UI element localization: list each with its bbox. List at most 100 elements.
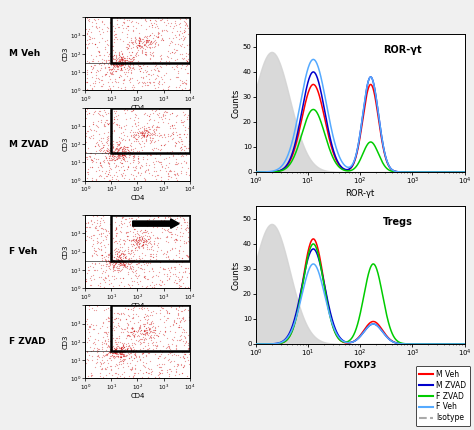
Point	[104, 305, 112, 312]
Point	[168, 49, 175, 56]
Point	[148, 135, 155, 141]
Point	[163, 314, 171, 321]
Point	[90, 64, 97, 71]
Point	[140, 229, 148, 236]
Point	[105, 50, 112, 57]
Point	[162, 285, 169, 292]
Point	[117, 267, 125, 274]
Point	[96, 370, 104, 377]
Point	[119, 55, 127, 62]
Point	[168, 28, 176, 35]
Point	[143, 233, 150, 240]
Point	[124, 57, 131, 64]
Point	[101, 43, 109, 50]
Point	[119, 129, 127, 136]
Point	[147, 138, 155, 145]
Point	[130, 226, 137, 233]
Point	[155, 130, 163, 137]
Point	[110, 155, 118, 162]
Point	[129, 241, 137, 248]
Point	[127, 265, 135, 272]
Point	[113, 353, 121, 360]
Point	[154, 341, 161, 348]
Point	[85, 110, 92, 117]
Point	[142, 132, 150, 139]
Point	[105, 343, 112, 350]
Point	[118, 148, 126, 155]
Point	[165, 172, 173, 179]
Point	[144, 316, 151, 323]
Point	[130, 130, 137, 137]
Point	[105, 65, 112, 72]
Point	[138, 129, 146, 135]
Point	[117, 72, 125, 79]
Point	[118, 213, 126, 220]
Point	[126, 65, 133, 72]
Point	[134, 42, 142, 49]
Point	[114, 362, 121, 369]
Point	[129, 229, 137, 236]
Point	[104, 120, 112, 127]
Point	[141, 226, 148, 233]
Point	[118, 256, 126, 263]
Point	[129, 128, 137, 135]
Point	[115, 144, 123, 151]
Point	[180, 314, 187, 321]
Point	[146, 75, 153, 82]
Point	[149, 52, 156, 59]
Point	[155, 113, 163, 120]
Point	[118, 262, 126, 269]
Point	[138, 265, 146, 272]
Point	[180, 307, 187, 314]
Point	[109, 150, 117, 157]
Point	[114, 258, 122, 264]
Point	[91, 143, 99, 150]
Point	[125, 147, 133, 154]
Point	[99, 113, 106, 120]
Point	[136, 324, 144, 331]
Point	[112, 55, 120, 62]
Point	[160, 319, 168, 326]
Point	[102, 70, 109, 77]
Point	[136, 260, 143, 267]
Point	[146, 250, 154, 257]
Point	[120, 167, 128, 174]
Point	[152, 345, 160, 352]
Point	[165, 348, 173, 355]
Point	[164, 16, 171, 23]
Point	[95, 143, 102, 150]
Point	[166, 246, 173, 253]
Point	[117, 345, 125, 352]
Point	[104, 251, 111, 258]
Point	[101, 226, 109, 233]
Point	[182, 151, 190, 158]
Point	[152, 126, 160, 132]
Point	[177, 361, 184, 368]
Point	[167, 368, 174, 375]
Point	[103, 69, 111, 76]
Point	[95, 49, 103, 56]
Point	[141, 49, 148, 55]
Point	[161, 142, 168, 149]
Point	[95, 39, 102, 46]
Point	[182, 338, 190, 345]
Point	[127, 140, 135, 147]
Point	[164, 171, 172, 178]
Point	[110, 261, 118, 268]
Point	[117, 353, 125, 360]
Point	[128, 49, 136, 55]
Point	[160, 226, 167, 233]
Point	[185, 144, 192, 151]
Point	[129, 154, 137, 161]
Point	[139, 242, 146, 249]
Point	[103, 333, 111, 340]
Point	[185, 61, 192, 68]
Point	[124, 350, 132, 357]
Point	[115, 53, 123, 60]
Point	[112, 233, 119, 240]
Point	[123, 144, 131, 150]
Point	[105, 149, 113, 156]
Point	[144, 311, 151, 318]
Point	[169, 131, 176, 138]
Point	[176, 41, 183, 48]
